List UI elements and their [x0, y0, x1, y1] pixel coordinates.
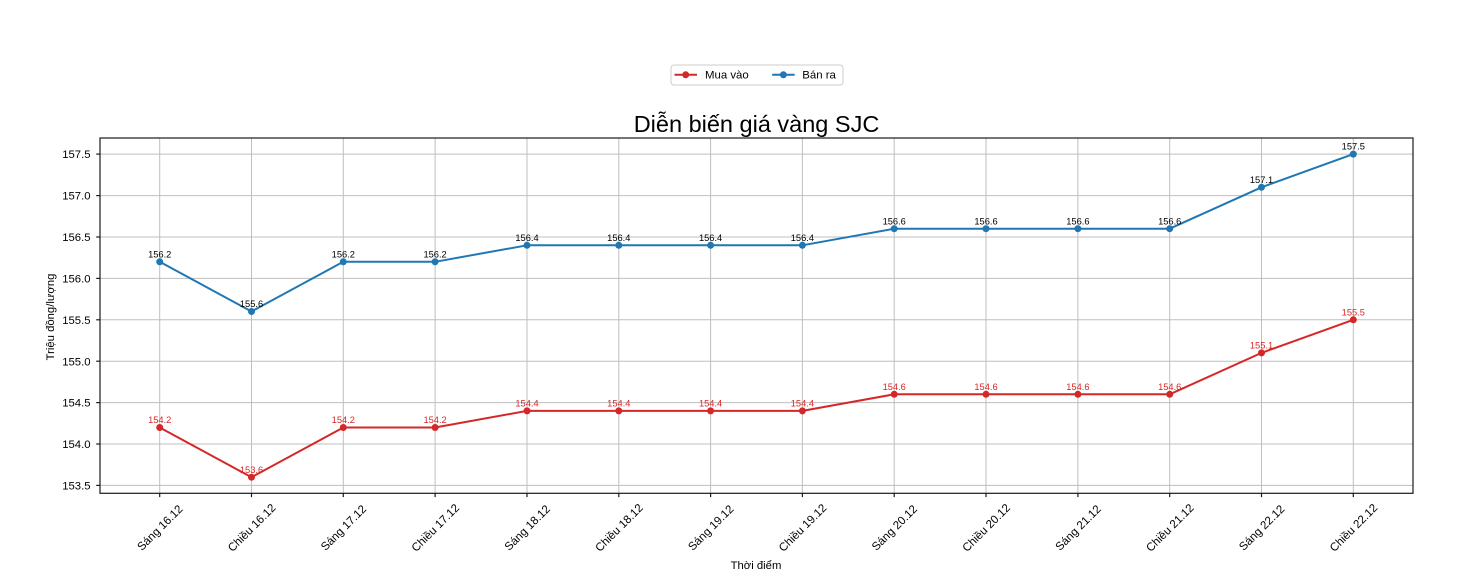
svg-text:157.1: 157.1 — [1250, 175, 1273, 185]
svg-text:Sáng 18.12: Sáng 18.12 — [503, 503, 553, 553]
svg-text:153.6: 153.6 — [240, 465, 263, 475]
svg-text:Chiều 17.12: Chiều 17.12 — [410, 502, 462, 554]
svg-text:155.1: 155.1 — [1250, 341, 1273, 351]
svg-text:154.6: 154.6 — [974, 382, 997, 392]
svg-text:Thời điểm: Thời điểm — [731, 560, 782, 572]
svg-text:Chiều 16.12: Chiều 16.12 — [226, 502, 278, 554]
svg-text:Sáng 21.12: Sáng 21.12 — [1054, 503, 1104, 553]
svg-text:154.6: 154.6 — [1158, 382, 1181, 392]
svg-text:156.6: 156.6 — [974, 216, 997, 226]
svg-text:155.0: 155.0 — [62, 356, 90, 368]
svg-text:154.6: 154.6 — [1066, 382, 1089, 392]
svg-text:Sáng 17.12: Sáng 17.12 — [319, 503, 369, 553]
svg-text:Sáng 20.12: Sáng 20.12 — [870, 503, 920, 553]
svg-text:155.6: 155.6 — [240, 299, 263, 309]
svg-text:157.5: 157.5 — [62, 149, 90, 161]
svg-text:Mua vào: Mua vào — [705, 70, 749, 82]
svg-text:Chiều 20.12: Chiều 20.12 — [961, 502, 1013, 554]
svg-text:155.5: 155.5 — [62, 315, 90, 327]
svg-text:154.4: 154.4 — [607, 399, 630, 409]
svg-text:Sáng 22.12: Sáng 22.12 — [1237, 503, 1287, 553]
svg-text:157.5: 157.5 — [1342, 142, 1365, 152]
svg-text:Sáng 19.12: Sáng 19.12 — [686, 503, 736, 553]
svg-text:156.6: 156.6 — [883, 216, 906, 226]
svg-text:154.5: 154.5 — [62, 398, 90, 410]
svg-text:156.6: 156.6 — [1066, 216, 1089, 226]
svg-text:153.5: 153.5 — [62, 481, 90, 493]
svg-text:157.0: 157.0 — [62, 191, 90, 203]
svg-text:Chiều 19.12: Chiều 19.12 — [777, 502, 829, 554]
svg-text:154.6: 154.6 — [883, 382, 906, 392]
svg-text:154.0: 154.0 — [62, 439, 90, 451]
svg-text:156.2: 156.2 — [332, 249, 355, 259]
svg-text:156.2: 156.2 — [423, 249, 446, 259]
svg-text:154.2: 154.2 — [332, 415, 355, 425]
svg-text:154.2: 154.2 — [423, 415, 446, 425]
svg-text:Diễn biến giá vàng SJC: Diễn biến giá vàng SJC — [634, 111, 880, 137]
svg-text:Chiều 18.12: Chiều 18.12 — [593, 502, 645, 554]
svg-text:156.5: 156.5 — [62, 232, 90, 244]
svg-text:Chiều 22.12: Chiều 22.12 — [1328, 502, 1380, 554]
svg-text:Triệu đồng/lượng: Triệu đồng/lượng — [45, 274, 57, 361]
svg-text:154.4: 154.4 — [515, 399, 538, 409]
svg-text:156.4: 156.4 — [699, 233, 722, 243]
svg-text:156.4: 156.4 — [791, 233, 814, 243]
svg-text:Sáng 16.12: Sáng 16.12 — [136, 503, 186, 553]
svg-text:Chiều 21.12: Chiều 21.12 — [1144, 502, 1196, 554]
svg-text:155.5: 155.5 — [1342, 307, 1365, 317]
svg-text:154.4: 154.4 — [699, 399, 722, 409]
svg-text:156.2: 156.2 — [148, 249, 171, 259]
svg-text:Bán ra: Bán ra — [802, 70, 836, 82]
svg-text:156.6: 156.6 — [1158, 216, 1181, 226]
svg-text:154.4: 154.4 — [791, 399, 814, 409]
svg-text:156.4: 156.4 — [607, 233, 630, 243]
svg-text:156.4: 156.4 — [515, 233, 538, 243]
svg-text:156.0: 156.0 — [62, 274, 90, 286]
svg-text:154.2: 154.2 — [148, 415, 171, 425]
